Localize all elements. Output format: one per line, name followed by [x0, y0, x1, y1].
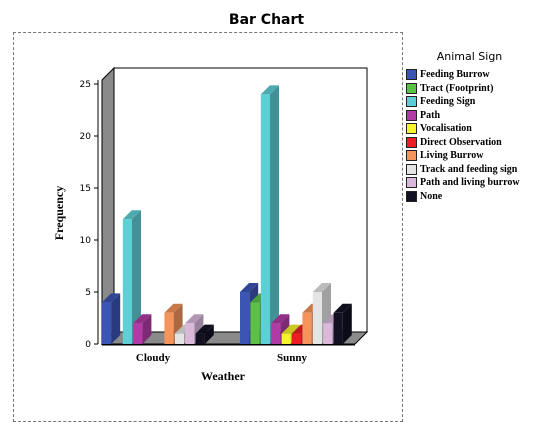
bar-chart: 0 5 10 15 20 25 Cloudy Sunny Weather Frequency [52, 66, 369, 383]
y-tick-label: 5 [85, 288, 91, 298]
legend-swatch [406, 82, 417, 94]
legend-item: Tract (Footprint) [406, 82, 533, 96]
chart-title: Bar Chart [228, 12, 305, 28]
y-tick-label: 0 [85, 340, 91, 350]
legend-label: Vocalisation [420, 123, 472, 135]
x-tick-label: Sunny [277, 352, 307, 364]
x-axis-line [102, 344, 355, 346]
bar [260, 85, 279, 345]
legend-swatch [406, 177, 417, 189]
y-tick-label: 10 [80, 236, 92, 246]
legend-label: Path and living burrow [420, 177, 520, 189]
bar [102, 293, 121, 344]
legend-item: Feeding Sign [406, 95, 533, 109]
legend-item: Direct Observation [406, 136, 533, 150]
legend-swatch [406, 69, 417, 81]
legend-title: Animal Sign [436, 50, 503, 63]
legend-label: Track and feeding sign [420, 163, 518, 175]
legend-swatch [406, 150, 417, 162]
legend-label: Path [420, 109, 440, 121]
bar [195, 324, 214, 344]
legend-swatch [406, 123, 417, 135]
legend-label: Feeding Sign [420, 96, 476, 108]
legend-item: Path and living burrow [406, 176, 533, 190]
bar [133, 314, 152, 344]
legend-item: Living Burrow [406, 149, 533, 163]
y-tick-label: 20 [80, 132, 92, 142]
legend-item: Path [406, 109, 533, 123]
legend-label: Tract (Footprint) [420, 82, 494, 94]
legend-item: Track and feeding sign [406, 163, 533, 177]
legend-swatch [406, 136, 417, 148]
legend-swatch [406, 190, 417, 202]
y-tick-label: 25 [80, 80, 91, 90]
y-axis-title: Frequency [52, 186, 66, 240]
legend-label: Living Burrow [420, 150, 484, 162]
legend-item: Feeding Burrow [406, 68, 533, 82]
legend-label: Direct Observation [420, 136, 502, 148]
legend-swatch [406, 109, 417, 121]
legend-swatch [406, 163, 417, 175]
legend-swatch [406, 96, 417, 108]
legend-item: Vocalisation [406, 122, 533, 136]
x-tick-label: Cloudy [136, 352, 171, 364]
bar [122, 210, 141, 344]
bar [333, 303, 352, 344]
y-tick-label: 15 [80, 184, 91, 194]
legend-label: Feeding Burrow [420, 69, 490, 81]
legend: Animal Sign Feeding Burrow Tract (Footpri… [406, 50, 533, 203]
x-axis-title: Weather [201, 369, 246, 383]
legend-item: None [406, 190, 533, 204]
legend-label: None [420, 190, 443, 202]
